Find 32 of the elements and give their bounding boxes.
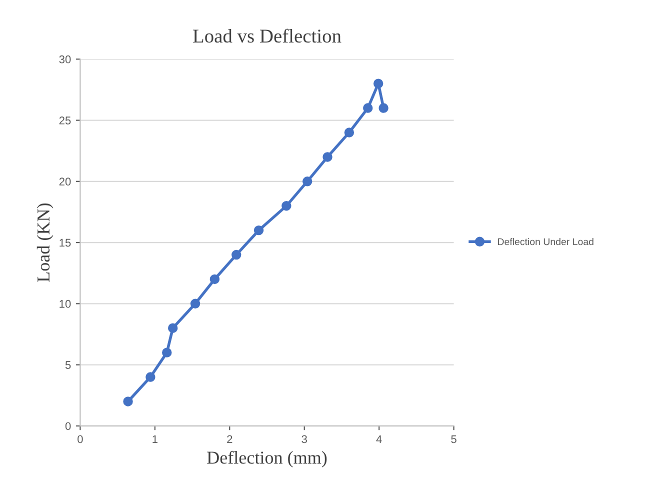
y-axis-title: Load (KN): [36, 203, 54, 282]
y-tick-label: 0: [65, 422, 71, 430]
point: [146, 372, 156, 382]
y-tick-label: 15: [60, 238, 71, 247]
point: [282, 200, 292, 211]
x-tick-label: 1: [152, 435, 158, 444]
point: [254, 225, 264, 236]
point: [373, 78, 384, 88]
x-tick-label: 0: [78, 435, 83, 444]
x-tick-label: 4: [376, 435, 382, 444]
legend-label: Deflection Under Load: [498, 238, 594, 246]
point: [302, 176, 312, 186]
point: [344, 128, 354, 138]
x-axis-title: Deflection (mm): [207, 450, 327, 468]
point: [378, 103, 388, 113]
point: [363, 103, 373, 113]
x-tick-label: 5: [451, 435, 456, 444]
point: [232, 250, 242, 260]
point: [322, 152, 332, 162]
point: [123, 396, 133, 406]
point: [190, 298, 200, 309]
x-tick-label: 3: [302, 435, 307, 444]
y-tick-label: 10: [60, 300, 71, 308]
y-tick-label: 30: [59, 55, 71, 64]
y-tick-label: 25: [59, 116, 71, 124]
y-tick-label: 20: [59, 178, 71, 186]
x-tick-label: 2: [227, 435, 232, 444]
point: [168, 323, 178, 333]
y-tick-label: 5: [65, 361, 71, 369]
chart-title: Load vs Deflection: [193, 28, 342, 43]
point: [210, 274, 220, 284]
point: [162, 348, 172, 358]
